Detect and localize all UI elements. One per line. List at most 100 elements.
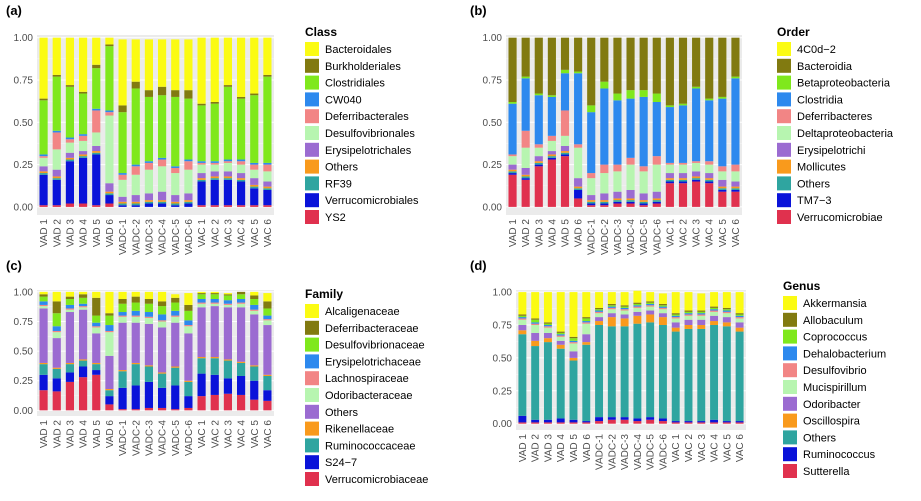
bar-segment xyxy=(600,88,609,165)
bar-segment xyxy=(223,303,232,305)
bar-segment xyxy=(671,317,680,319)
bar-segment xyxy=(105,110,114,113)
legend-swatch xyxy=(783,329,797,344)
bar-segment xyxy=(735,421,744,423)
bar-segment xyxy=(658,307,667,310)
bar-segment xyxy=(158,407,167,411)
bar-segment xyxy=(639,90,648,97)
bar-segment xyxy=(263,74,272,77)
bar-segment xyxy=(600,205,609,207)
x-tick-label: VAD 4 xyxy=(556,434,567,463)
bar-segment xyxy=(92,315,101,323)
bar-segment xyxy=(197,164,206,174)
bar-segment xyxy=(65,381,74,411)
bar-segment xyxy=(131,201,140,204)
bar-segment xyxy=(131,203,140,206)
bar-segment xyxy=(118,205,127,207)
bar-segment xyxy=(144,96,153,162)
bar-segment xyxy=(569,292,578,337)
bar-segment xyxy=(595,307,604,310)
legend-entry: Others xyxy=(325,162,359,174)
bar-segment xyxy=(144,193,153,201)
bar-segment xyxy=(197,103,206,106)
bar-segment xyxy=(569,338,578,341)
bar-segment xyxy=(646,417,655,420)
bar-segment xyxy=(263,189,272,206)
bar-segment xyxy=(710,422,719,424)
x-tick-label: VADC-1 xyxy=(118,219,129,255)
bar-segment xyxy=(52,313,61,327)
bar-segment xyxy=(210,306,219,358)
bar-segment xyxy=(92,333,101,363)
bar-segment xyxy=(671,314,680,316)
bar-segment xyxy=(39,205,48,207)
bar-segment xyxy=(692,88,701,162)
legend-entry: Odoribacteraceae xyxy=(325,390,412,402)
bar-segment xyxy=(697,421,706,423)
bar-segment xyxy=(250,188,259,206)
legend-entry: Deferribacteraceae xyxy=(325,323,419,335)
bar-segment xyxy=(210,164,219,172)
bar-segment xyxy=(184,201,193,204)
bar-segment xyxy=(731,171,740,182)
y-tick-label: 0.00 xyxy=(14,202,34,213)
y-tick-label: 0.25 xyxy=(14,160,34,171)
bar-segment xyxy=(600,173,609,194)
bar-segment xyxy=(620,417,629,420)
bar-segment xyxy=(197,205,206,207)
bar-segment xyxy=(658,418,667,422)
bar-segment xyxy=(671,315,680,318)
x-tick-label: VAD 2 xyxy=(521,219,532,248)
bar-segment xyxy=(652,93,661,102)
bar-segment xyxy=(735,322,744,328)
bar-segment xyxy=(197,373,206,397)
bar-segment xyxy=(600,200,609,202)
bar-segment xyxy=(52,205,61,207)
bar-segment xyxy=(92,110,101,133)
y-tick-label: 0.25 xyxy=(493,386,513,397)
bar-segment xyxy=(184,39,193,91)
bar-segment xyxy=(237,178,246,180)
bar-segment xyxy=(79,93,88,135)
bar-segment xyxy=(158,321,167,328)
bar-segment xyxy=(678,162,688,165)
bar-segment xyxy=(595,292,604,308)
bar-segment xyxy=(210,37,219,102)
y-tick-label: 0.75 xyxy=(14,76,34,87)
bar-segment xyxy=(52,332,61,339)
bar-segment xyxy=(722,310,731,312)
bar-segment xyxy=(92,297,101,316)
bar-segment xyxy=(595,417,604,422)
bar-segment xyxy=(569,336,578,339)
x-tick-label: VADC-6 xyxy=(658,434,669,470)
x-tick-label: VADC-2 xyxy=(607,434,618,470)
bar-segment xyxy=(263,375,272,391)
x-tick-label: VADC-4 xyxy=(158,420,169,456)
bar-segment xyxy=(263,188,272,190)
bar-segment xyxy=(65,37,74,86)
bar-segment xyxy=(158,301,167,307)
legend-entry: Ruminococcus xyxy=(803,449,876,461)
bar-segment xyxy=(626,201,635,204)
bar-segment xyxy=(718,189,727,192)
bar-segment xyxy=(626,164,635,190)
bar-segment xyxy=(547,135,556,141)
bar-segment xyxy=(237,303,246,308)
bar-segment xyxy=(722,317,731,323)
legend-entry: Mollicutes xyxy=(797,162,846,174)
bar-segment xyxy=(692,178,701,180)
bar-segment xyxy=(158,327,167,373)
legend-entry: Others xyxy=(803,432,837,444)
bar-segment xyxy=(92,370,101,375)
x-tick-label: VAC 1 xyxy=(197,219,208,248)
bar-segment xyxy=(92,37,101,65)
y-tick-label: 0.00 xyxy=(14,406,34,417)
bar-segment xyxy=(697,314,706,316)
bar-segment xyxy=(144,39,153,91)
legend-entry: Allobaculum xyxy=(803,315,863,327)
bar-segment xyxy=(223,393,232,411)
x-tick-label: VADC-5 xyxy=(646,434,657,470)
bar-segment xyxy=(237,98,246,160)
bar-segment xyxy=(543,327,552,333)
bar-segment xyxy=(600,193,609,201)
